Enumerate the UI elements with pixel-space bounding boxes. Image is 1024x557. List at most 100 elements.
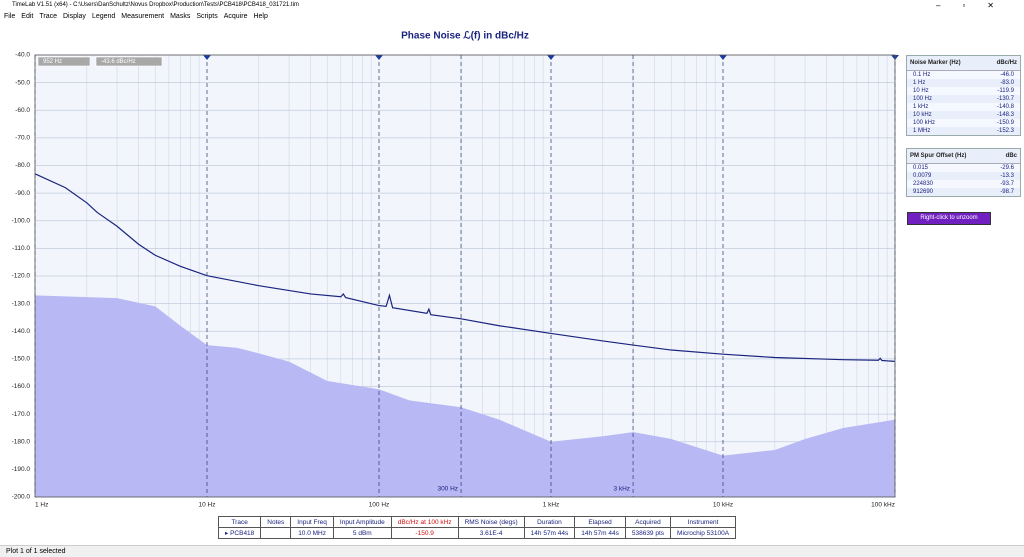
menu-item[interactable]: Display <box>62 13 86 20</box>
header-cell: PM Spur Offset (Hz) <box>910 153 967 159</box>
trace-line <box>34 173 896 362</box>
table-row: 0.0079 -13.3 <box>907 172 1020 180</box>
table-row: 100 kHz -150.9 <box>907 119 1020 127</box>
cell: -140.8 <box>996 104 1014 110</box>
table-row: 224830 -93.7 <box>907 180 1020 188</box>
header-cell: Notes <box>260 516 292 528</box>
header-cell: Input Amplitude <box>332 516 392 528</box>
cell: -152.3 <box>996 128 1014 134</box>
x-tick-label: 100 kHz <box>871 502 895 509</box>
menu-item[interactable]: Scripts <box>196 13 218 20</box>
table-row: 1 MHz -152.3 <box>907 127 1020 135</box>
annotation-label: 3 kHz <box>613 486 630 493</box>
y-tick-label: -130.0 <box>12 300 31 307</box>
x-tick-label: 1 Hz <box>35 502 48 509</box>
unzoom-button[interactable]: Right-click to unzoom <box>907 212 991 225</box>
cell-text: PCB418 <box>230 530 255 537</box>
spot-marker <box>547 55 555 60</box>
y-tick-label: -60.0 <box>15 107 30 114</box>
chart: Phase Noise ℒ(f) in dBc/Hz -40.0 -50.0 -60… <box>12 31 899 509</box>
header-cell: dBc <box>1005 153 1017 159</box>
window-controls[interactable]: –▫✕ <box>936 1 1016 10</box>
chart-title: Phase Noise ℒ(f) in dBc/Hz <box>401 31 529 42</box>
header-cell: Elapsed <box>574 516 626 528</box>
cursor-box <box>95 56 163 67</box>
menu-item[interactable]: File <box>4 13 16 20</box>
cell: 0.1 Hz <box>913 72 931 78</box>
noise-marker-table: Noise Marker (Hz) dBc/Hz 0.1 Hz -46.0 1 Hz -8… <box>906 55 1021 136</box>
spur-table: PM Spur Offset (Hz) dBc 0.015 -29.6 0.0079 -1… <box>906 148 1021 197</box>
cell: Microchip 53100A <box>670 527 737 539</box>
cell: 100 Hz <box>913 96 933 102</box>
cell: 0.015 <box>913 165 929 171</box>
menu-item[interactable]: Measurement <box>121 13 165 20</box>
menu-item[interactable]: Help <box>253 13 268 20</box>
menu-item[interactable]: Legend <box>91 13 116 20</box>
trace-row[interactable]: ▸ PCB418 10.0 MHz 5 dBm -150.9 3.61E-4 1… <box>217 527 737 539</box>
table-row: 100 Hz -130.7 <box>907 95 1020 103</box>
cell: 10.0 MHz <box>290 527 334 539</box>
cell: -83.0 <box>1000 80 1014 86</box>
x-tick-label: 10 Hz <box>199 502 216 509</box>
table-row: 912690 -98.7 <box>907 188 1020 196</box>
plot-border <box>34 54 896 498</box>
y-tick-label: -170.0 <box>12 411 31 418</box>
cell: -119.9 <box>997 88 1014 94</box>
y-tick-label: -120.0 <box>12 273 31 280</box>
y-tick-label: -160.0 <box>12 383 31 390</box>
y-tick-label: -200.0 <box>12 494 31 501</box>
cell: -150.9 <box>996 120 1014 126</box>
cell: -148.3 <box>996 112 1014 118</box>
y-tick-label: -190.0 <box>12 466 31 473</box>
table-row: 1 Hz -83.0 <box>907 79 1020 87</box>
menu-item[interactable]: Trace <box>39 13 57 20</box>
cell: 3.61E-4 <box>457 527 525 539</box>
y-tick-label: -100.0 <box>12 217 31 224</box>
menu-item[interactable]: Acquire <box>223 13 248 20</box>
y-tick-label: -80.0 <box>15 162 30 169</box>
title-bar: TimeLab V1.51 (x64) - C:\Users\DanSchult… <box>0 0 1024 11</box>
header-cell: Duration <box>523 516 576 528</box>
cell: 0.0079 <box>913 173 932 179</box>
spot-marker <box>719 55 727 60</box>
cell: 224830 <box>913 181 934 187</box>
cell: 100 kHz <box>913 120 936 126</box>
cell: -130.7 <box>996 96 1014 102</box>
cell: 10 kHz <box>913 112 932 118</box>
trace-table-header: Trace Notes Input Freq Input Amplitude dBc/H… <box>217 516 737 528</box>
cursor-readout: 952 Hz <box>43 59 62 65</box>
menu-item[interactable]: Edit <box>21 13 34 20</box>
window-title: TimeLab V1.51 (x64) - C:\Users\DanSchult… <box>12 2 299 8</box>
y-tick-label: -140.0 <box>12 328 31 335</box>
cell: 10 Hz <box>913 88 929 94</box>
status-bar: Plot 1 of 1 selected <box>0 545 1024 557</box>
table-row: 0.1 Hz -46.0 <box>907 71 1020 79</box>
header-cell: Noise Marker (Hz) <box>910 60 961 66</box>
cursor-box <box>37 56 91 67</box>
header-cell: Instrument <box>670 516 737 528</box>
cell: -46.0 <box>1000 72 1014 78</box>
cursor-readout: -43.6 dBc/Hz <box>101 59 136 65</box>
header-cell: Acquired <box>624 516 672 528</box>
header-cell: RMS Noise (degs) <box>457 516 525 528</box>
cell: 912690 <box>913 189 934 195</box>
cell: 1 MHz <box>913 128 931 134</box>
table-row: 1 kHz -140.8 <box>907 103 1020 111</box>
spot-marker <box>203 55 211 60</box>
y-tick-label: -50.0 <box>15 79 30 86</box>
x-tick-label: 100 Hz <box>369 502 390 509</box>
noise-floor-area <box>35 295 895 497</box>
cell: -98.7 <box>1000 189 1014 195</box>
x-tick-label: 10 kHz <box>713 502 733 509</box>
spot-marker <box>375 55 383 60</box>
cell: ▸ PCB418 <box>217 527 262 539</box>
y-tick-label: -180.0 <box>12 438 31 445</box>
cell: 14h 57m 44s <box>574 527 626 539</box>
cell: -93.7 <box>1000 181 1014 187</box>
annotation-label: 300 Hz <box>437 486 458 493</box>
menu-item[interactable]: Masks <box>170 13 191 20</box>
cell: -13.3 <box>1000 173 1014 179</box>
y-tick-label: -40.0 <box>15 52 30 59</box>
trace-table: Trace Notes Input Freq Input Amplitude dBc/H… <box>217 516 737 539</box>
